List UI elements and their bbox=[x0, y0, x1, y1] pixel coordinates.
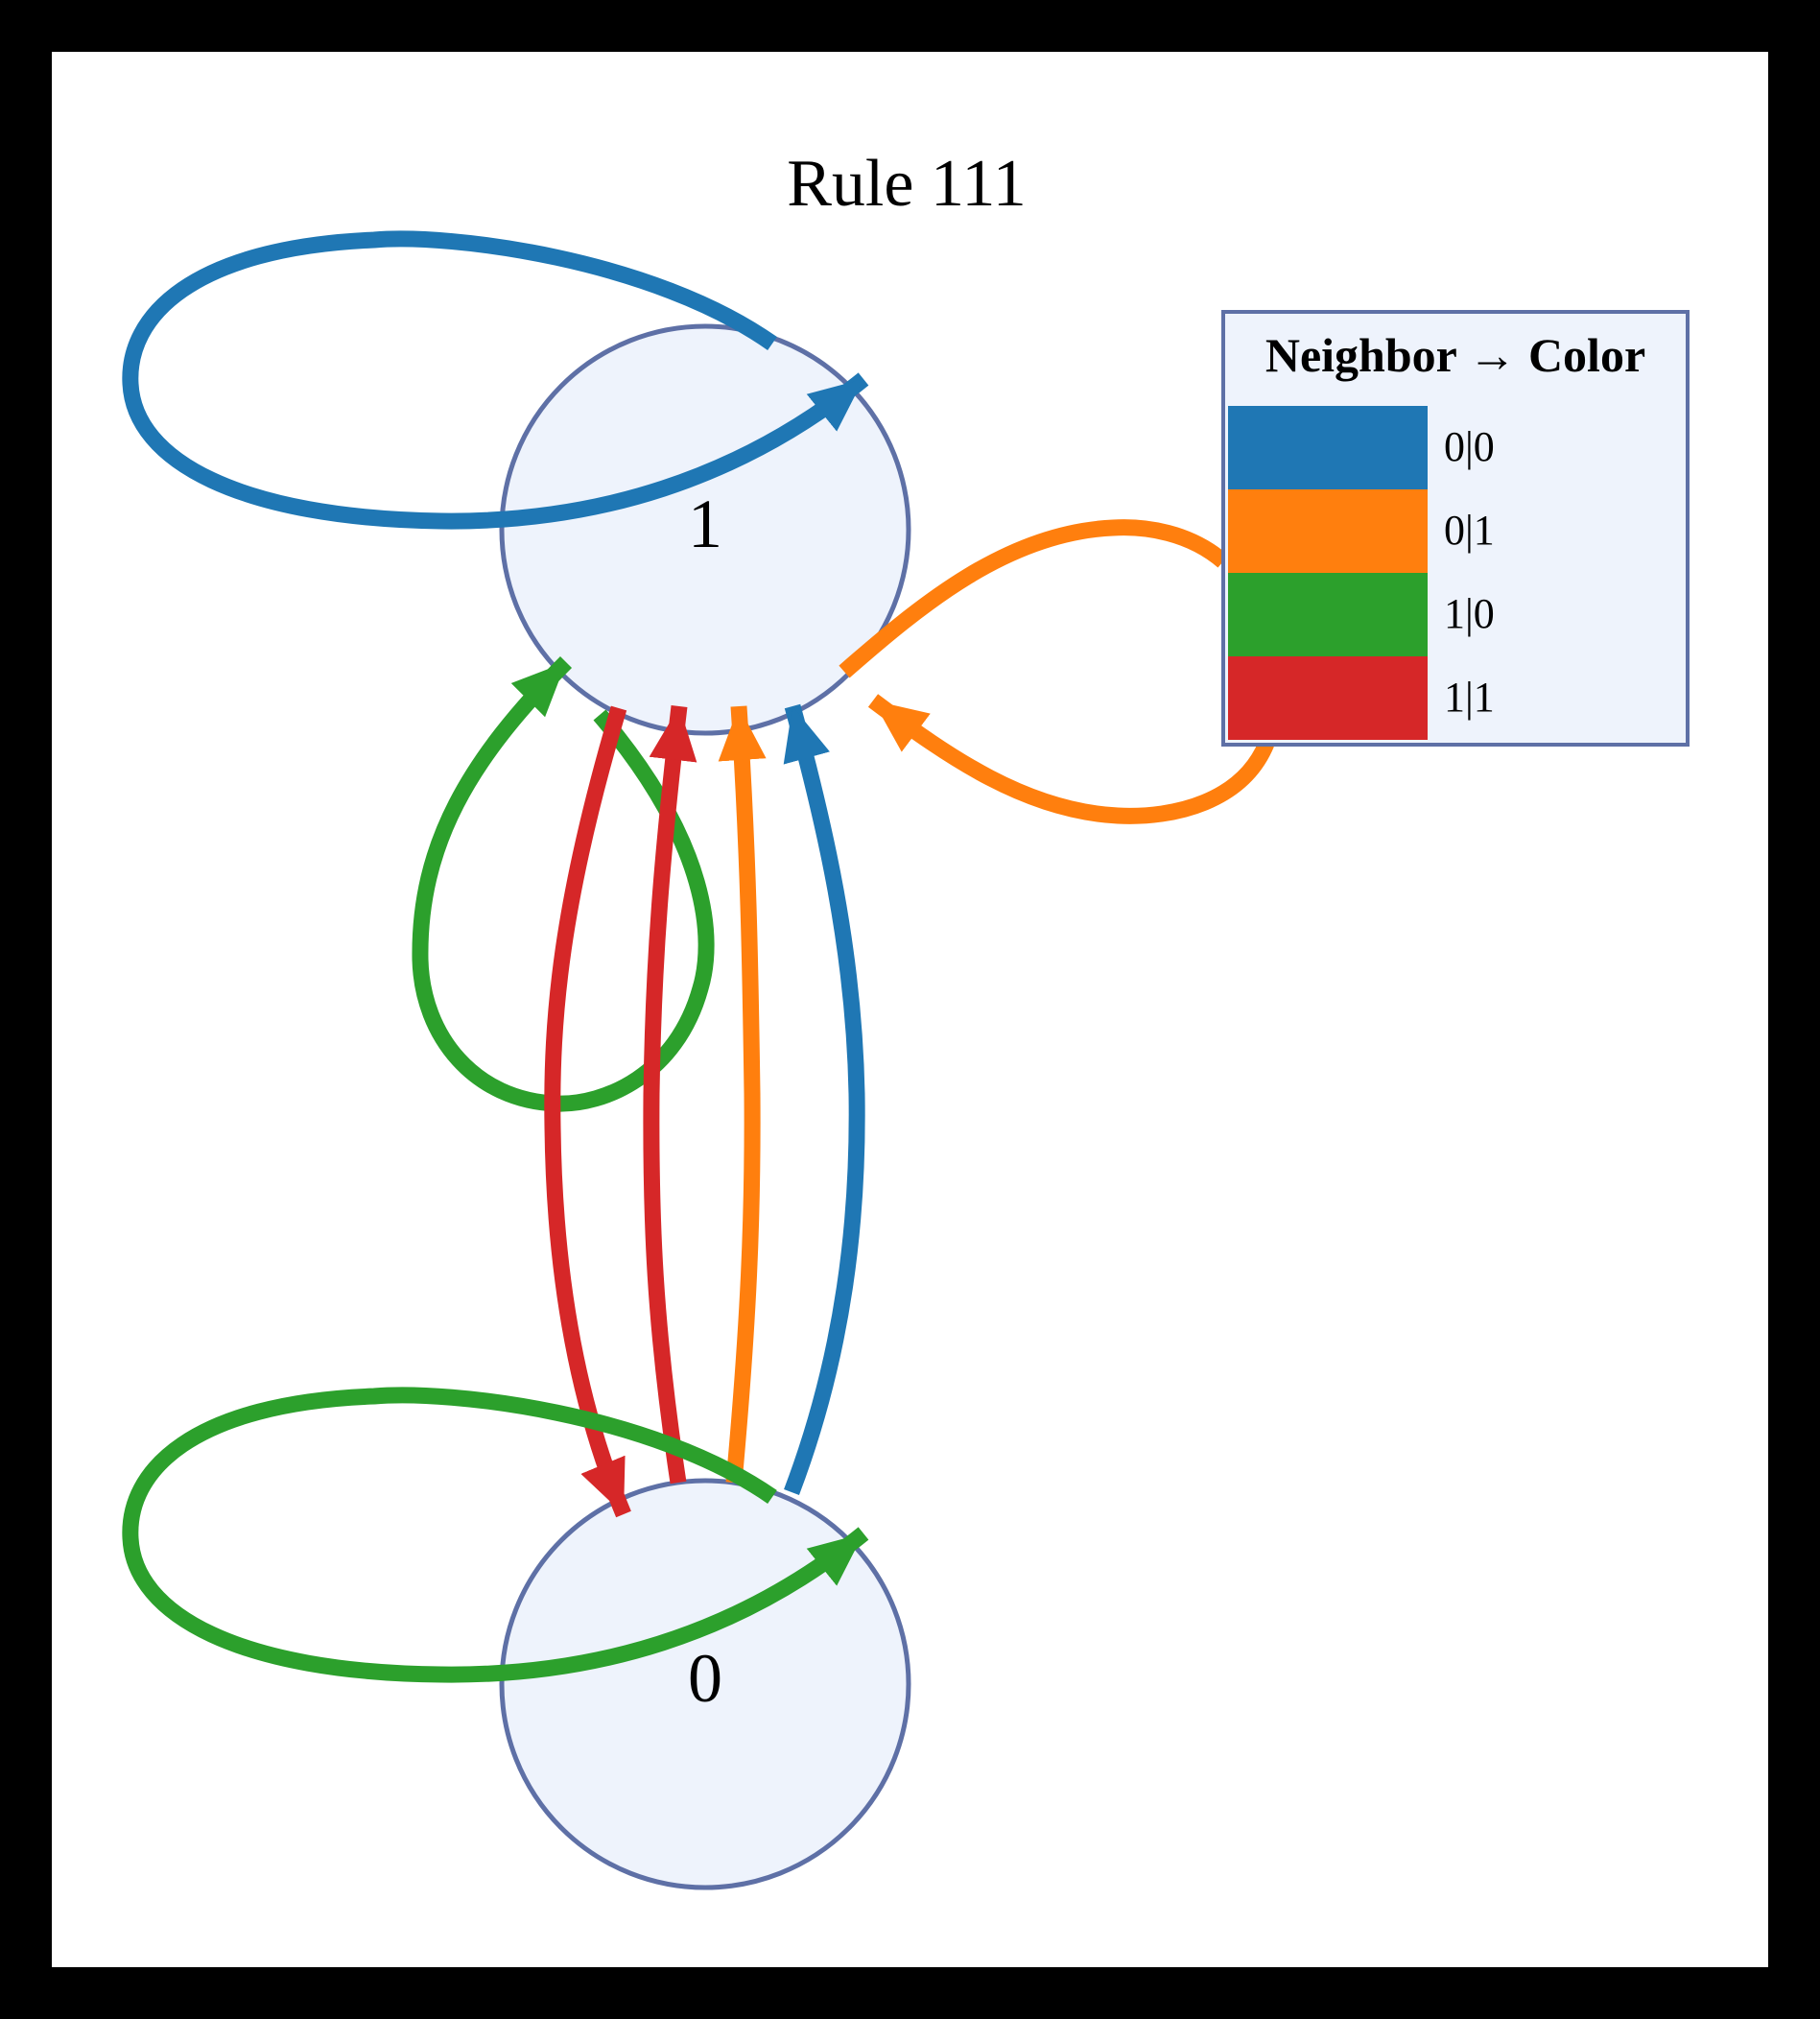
node-1-label: 1 bbox=[688, 486, 722, 562]
legend-title: Neighbor → Color bbox=[1265, 328, 1645, 382]
legend-swatch-01 bbox=[1228, 489, 1428, 573]
legend-label-01: 0|1 bbox=[1444, 507, 1495, 554]
edge-0-1-01 bbox=[718, 705, 767, 1484]
edge-1-1-01 bbox=[867, 694, 1274, 824]
legend: Neighbor → Color 0|0 0|1 1|0 1|1 bbox=[1221, 310, 1690, 747]
legend-swatch-00 bbox=[1228, 406, 1428, 489]
node-0-label: 0 bbox=[688, 1640, 722, 1717]
edge-0-1-00 bbox=[783, 703, 865, 1496]
edges bbox=[122, 230, 1274, 1683]
edge-1-1-01-in bbox=[839, 519, 1229, 678]
legend-label-10: 1|0 bbox=[1444, 590, 1495, 637]
legend-swatch-11 bbox=[1228, 656, 1428, 740]
legend-swatch-10 bbox=[1228, 573, 1428, 656]
edge-0-1-11 bbox=[643, 705, 697, 1485]
legend-label-11: 1|1 bbox=[1444, 674, 1495, 721]
edge-0-0-10 bbox=[122, 1387, 869, 1683]
legend-label-00: 0|0 bbox=[1444, 423, 1495, 470]
diagram-title: Rule 111 bbox=[787, 147, 1027, 221]
edge-1-1-00 bbox=[122, 230, 869, 530]
edge-1-0-11 bbox=[544, 705, 631, 1518]
